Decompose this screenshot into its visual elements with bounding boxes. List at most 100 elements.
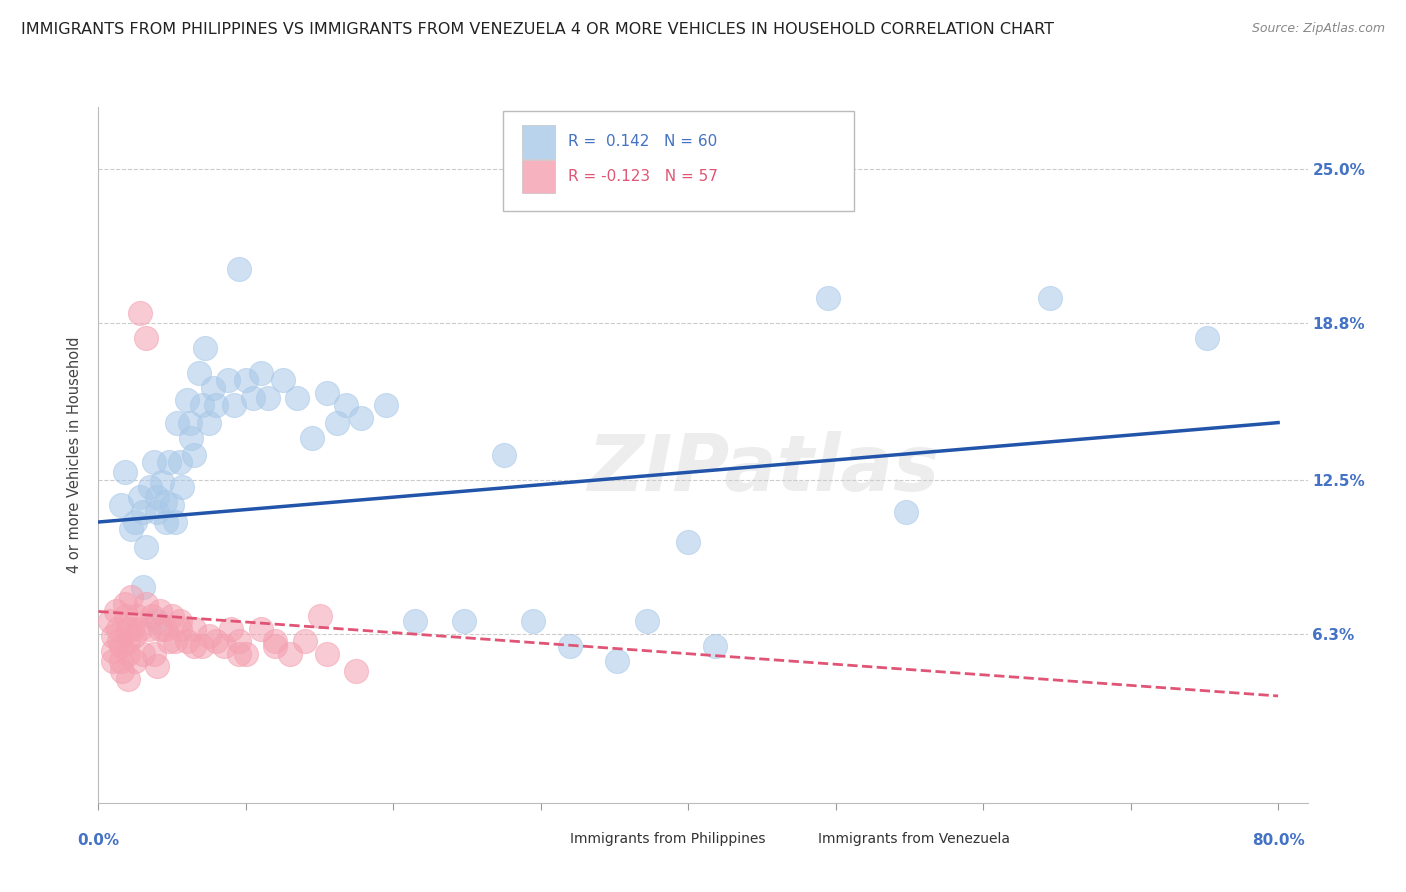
Point — [242, 391, 264, 405]
Point — [453, 615, 475, 629]
Point — [202, 381, 225, 395]
Point — [149, 605, 172, 619]
Point — [114, 466, 136, 480]
Point — [179, 416, 201, 430]
Point — [896, 505, 918, 519]
Point — [560, 639, 582, 653]
Point — [146, 505, 169, 519]
Point — [124, 515, 146, 529]
Point — [124, 654, 146, 668]
Point — [160, 609, 183, 624]
Point — [316, 385, 339, 400]
Point — [150, 475, 173, 490]
Point — [606, 654, 628, 668]
Text: ZIPatlas: ZIPatlas — [588, 431, 939, 507]
Point — [190, 398, 212, 412]
Point — [249, 366, 271, 380]
Point — [121, 622, 143, 636]
Point — [198, 629, 221, 643]
Point — [183, 639, 205, 653]
Point — [120, 590, 142, 604]
Point — [117, 622, 139, 636]
Point — [187, 366, 209, 380]
Point — [169, 455, 191, 469]
Point — [205, 634, 228, 648]
Point — [155, 515, 177, 529]
Point — [176, 634, 198, 648]
Point — [101, 644, 124, 658]
Point — [264, 639, 287, 653]
Point — [492, 448, 515, 462]
Point — [287, 391, 309, 405]
Point — [160, 498, 183, 512]
Point — [135, 597, 157, 611]
Point — [375, 398, 398, 412]
Point — [114, 597, 136, 611]
Point — [101, 629, 124, 643]
Point — [183, 622, 205, 636]
Point — [146, 490, 169, 504]
Point — [110, 498, 132, 512]
FancyBboxPatch shape — [776, 830, 807, 848]
Point — [115, 609, 138, 624]
Point — [166, 416, 188, 430]
Y-axis label: 4 or more Vehicles in Household: 4 or more Vehicles in Household — [67, 336, 83, 574]
Point — [143, 455, 166, 469]
Point — [146, 659, 169, 673]
Point — [165, 515, 187, 529]
Point — [98, 615, 121, 629]
Point — [678, 534, 700, 549]
Text: R =  0.142   N = 60: R = 0.142 N = 60 — [568, 135, 717, 149]
FancyBboxPatch shape — [527, 830, 560, 848]
Point — [172, 480, 194, 494]
Point — [198, 416, 221, 430]
Point — [257, 391, 280, 405]
Point — [153, 622, 176, 636]
Point — [135, 540, 157, 554]
Point — [194, 341, 217, 355]
Point — [128, 490, 150, 504]
FancyBboxPatch shape — [503, 111, 855, 211]
Point — [128, 306, 150, 320]
Point — [316, 647, 339, 661]
Point — [335, 398, 357, 412]
Text: 80.0%: 80.0% — [1251, 832, 1305, 847]
Point — [169, 622, 191, 636]
Point — [217, 373, 239, 387]
Point — [1197, 331, 1219, 345]
Point — [176, 393, 198, 408]
Point — [157, 455, 180, 469]
Point — [219, 622, 242, 636]
Point — [636, 615, 658, 629]
Point — [235, 373, 257, 387]
Point — [228, 647, 250, 661]
Text: Immigrants from Philippines: Immigrants from Philippines — [569, 832, 765, 846]
Point — [138, 622, 160, 636]
Point — [135, 331, 157, 345]
Text: Source: ZipAtlas.com: Source: ZipAtlas.com — [1251, 22, 1385, 36]
Point — [404, 615, 426, 629]
Point — [190, 639, 212, 653]
Text: 0.0%: 0.0% — [77, 832, 120, 847]
Point — [108, 634, 131, 648]
Point — [110, 639, 132, 653]
Point — [205, 398, 228, 412]
Point — [146, 615, 169, 629]
Text: IMMIGRANTS FROM PHILIPPINES VS IMMIGRANTS FROM VENEZUELA 4 OR MORE VEHICLES IN H: IMMIGRANTS FROM PHILIPPINES VS IMMIGRANT… — [21, 22, 1054, 37]
Point — [117, 672, 139, 686]
Point — [143, 647, 166, 661]
Point — [1038, 291, 1060, 305]
Point — [228, 261, 250, 276]
Text: R = -0.123   N = 57: R = -0.123 N = 57 — [568, 169, 717, 184]
Point — [117, 634, 139, 648]
Point — [101, 654, 124, 668]
Point — [157, 634, 180, 648]
Point — [522, 615, 544, 629]
Point — [212, 639, 235, 653]
FancyBboxPatch shape — [522, 160, 555, 194]
Point — [222, 398, 245, 412]
Point — [149, 622, 172, 636]
Point — [110, 654, 132, 668]
Point — [817, 291, 839, 305]
Point — [346, 664, 368, 678]
